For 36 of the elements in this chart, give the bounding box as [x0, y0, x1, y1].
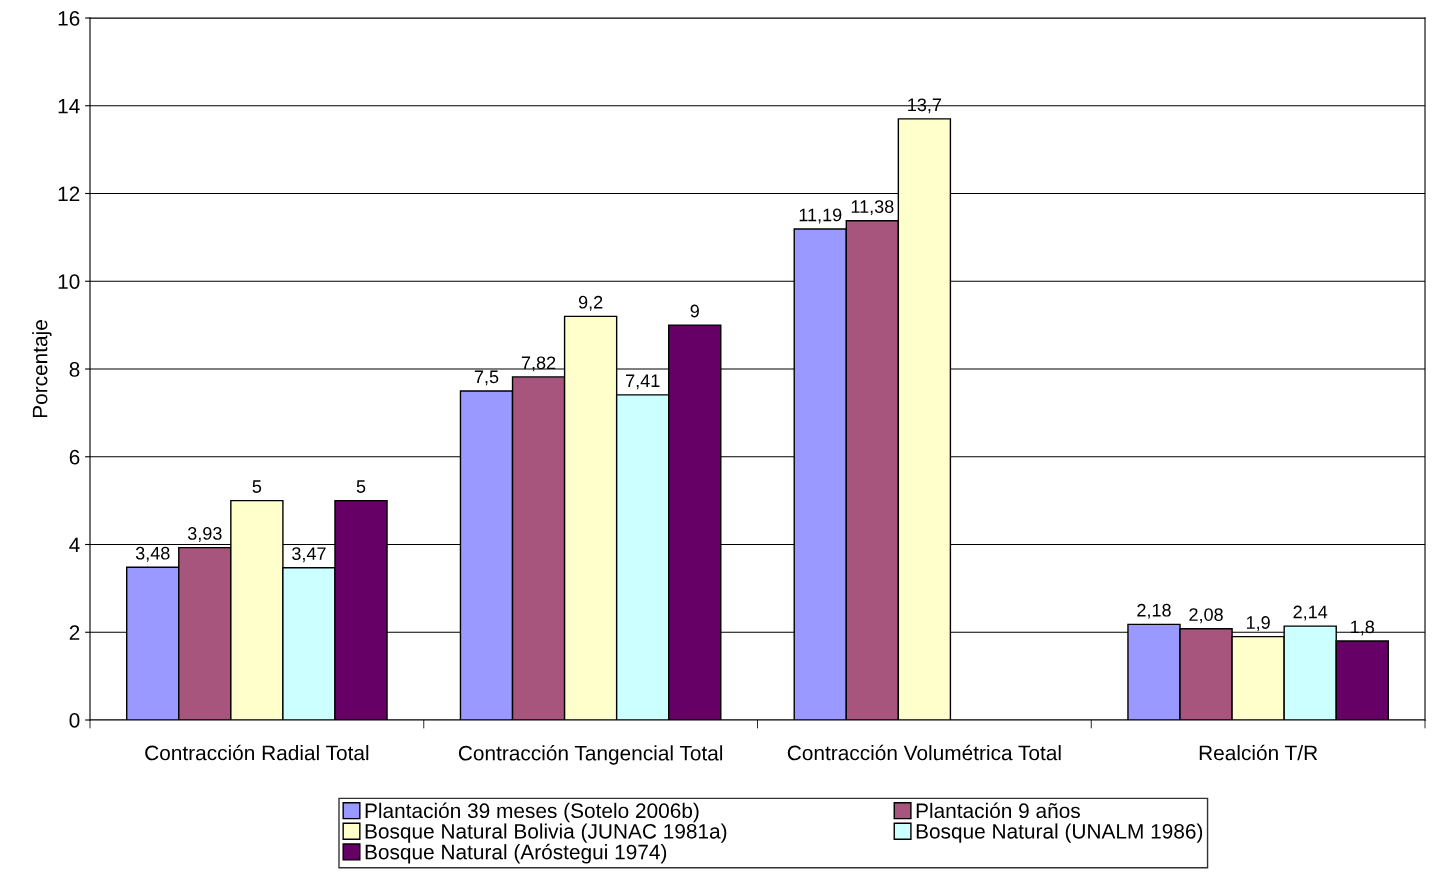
x-tick-label: Contracción Tangencial Total [458, 745, 723, 765]
data-label: 9 [690, 304, 699, 318]
y-tick-label: 16 [58, 11, 80, 26]
data-label: 3,47 [292, 547, 326, 563]
y-tick-label: 0 [69, 713, 80, 728]
data-label: 11,38 [851, 200, 894, 216]
legend-label: Bosque Natural (UNALM 1986) [916, 823, 1203, 843]
data-label: 2,18 [1137, 603, 1171, 619]
data-label: 1,9 [1246, 616, 1270, 632]
data-label: 3,93 [187, 527, 222, 542]
y-tick-label: 6 [69, 449, 80, 465]
y-axis-title: Porcentaje [32, 320, 52, 418]
legend-label: Bosque Natural Bolivia (JUNAC 1981a) [365, 823, 727, 843]
data-label: 1,8 [1351, 620, 1375, 636]
data-label: 2,08 [1189, 608, 1223, 624]
legend-label: Bosque Natural (Aróstegui 1974) [365, 843, 667, 864]
data-label: 9,2 [578, 295, 603, 311]
data-label: 7,41 [626, 374, 660, 390]
y-tick-label: 12 [58, 186, 80, 202]
y-tick-label: 8 [69, 362, 80, 377]
data-label: 3,48 [135, 546, 170, 562]
x-tick-label: Realción T/R [1199, 744, 1318, 761]
data-label: 5 [252, 480, 262, 493]
y-tick-label: 10 [58, 274, 80, 289]
x-tick-label: Contracción Volumétrica Total [787, 744, 1061, 761]
data-label: 2,14 [1293, 605, 1328, 621]
data-label: 7,5 [474, 370, 499, 386]
y-tick-label: 14 [58, 98, 80, 114]
data-label: 11,19 [799, 208, 842, 224]
x-tick-label: Contracción Radial Total [145, 744, 369, 761]
y-tick-label: 4 [69, 537, 80, 553]
legend-label: Plantación 9 años [916, 802, 1080, 819]
data-label: 5 [356, 480, 366, 493]
data-label: 7,82 [521, 356, 556, 372]
y-tick-label: 2 [69, 625, 80, 640]
legend-label: Plantación 39 meses (Sotelo 2006b) [365, 802, 699, 823]
